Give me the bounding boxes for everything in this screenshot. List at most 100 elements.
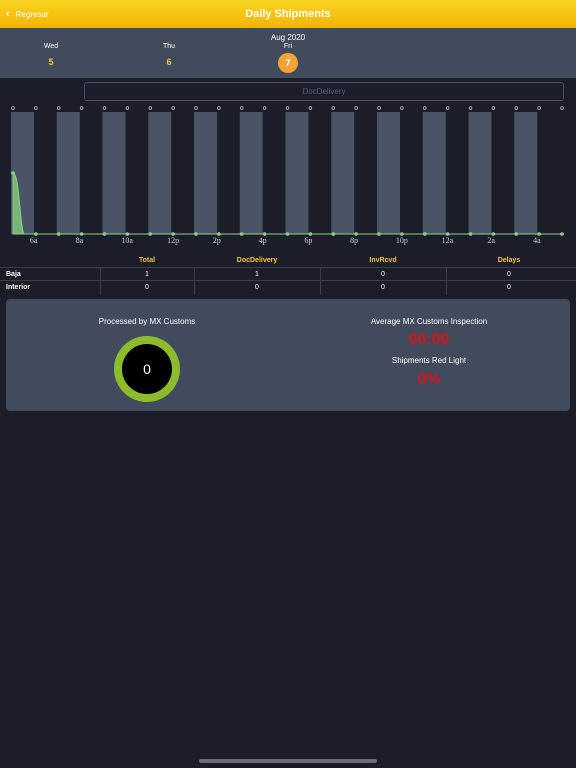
column-divider bbox=[446, 267, 447, 295]
x-tick-label: 2p bbox=[213, 236, 221, 245]
chart-point bbox=[400, 232, 404, 236]
cell-delays: 0 bbox=[507, 271, 511, 278]
back-label: Regresar bbox=[15, 9, 49, 19]
date-selector: Aug 2020 Wed 5 Thu 6 Fri 7 bbox=[0, 28, 576, 78]
processed-donut: 0 bbox=[114, 336, 180, 402]
chart-marker bbox=[308, 106, 313, 110]
nav-bar: ‹ Regresar Daily Shipments bbox=[0, 0, 576, 28]
chart-marker bbox=[194, 106, 198, 110]
chart-marker bbox=[79, 106, 84, 110]
chart-point bbox=[354, 232, 358, 236]
chart-point bbox=[34, 232, 38, 236]
home-indicator[interactable] bbox=[199, 759, 377, 763]
chart-bar bbox=[285, 112, 309, 234]
processed-label: Processed by MX Customs bbox=[98, 317, 196, 326]
page-title: Daily Shipments bbox=[245, 8, 331, 20]
chart-marker bbox=[331, 106, 336, 110]
x-tick-label: 6a bbox=[30, 236, 38, 245]
x-tick-label: 12a bbox=[442, 236, 454, 245]
x-tick-label: 6p bbox=[304, 236, 312, 245]
chart-point bbox=[445, 232, 450, 236]
row-label: Baja bbox=[6, 271, 21, 278]
chart-marker bbox=[240, 106, 244, 110]
chart-point bbox=[422, 232, 427, 236]
header-docdelivery: DocDelivery bbox=[236, 257, 278, 264]
chart-point bbox=[11, 171, 15, 175]
day-number: 5 bbox=[48, 57, 54, 67]
day-name: Fri bbox=[283, 43, 293, 50]
red-light-value: 0% bbox=[417, 371, 441, 388]
chart-marker bbox=[491, 106, 496, 110]
customs-summary-panel: Processed by MX Customs 0 Average MX Cus… bbox=[6, 299, 570, 411]
chart-marker bbox=[125, 106, 130, 110]
chart-point bbox=[171, 232, 175, 236]
chart-point bbox=[102, 232, 107, 236]
header-delays: Delays bbox=[497, 257, 521, 264]
chart-marker bbox=[560, 106, 564, 110]
chart-marker bbox=[102, 106, 107, 110]
chart-marker bbox=[468, 106, 473, 110]
x-tick-label: 8p bbox=[350, 236, 358, 245]
chart-point bbox=[491, 232, 496, 236]
cell-delays: 0 bbox=[507, 284, 511, 291]
column-divider bbox=[320, 267, 321, 295]
chart-marker bbox=[217, 106, 221, 110]
column-divider bbox=[100, 267, 101, 295]
table-header: Total DocDelivery InvRcvd Delays bbox=[0, 254, 576, 267]
chart-bar bbox=[148, 112, 172, 234]
cell-docdelivery: 1 bbox=[255, 271, 259, 278]
chart-marker bbox=[423, 106, 427, 110]
chart-marker bbox=[56, 106, 61, 110]
column-divider bbox=[194, 267, 195, 295]
day-fri[interactable]: Fri 7 bbox=[268, 42, 308, 73]
chart-marker bbox=[171, 106, 175, 110]
chart-point bbox=[194, 232, 198, 236]
cell-total: 0 bbox=[145, 284, 149, 291]
x-tick-label: 10p bbox=[396, 236, 408, 245]
chart-point bbox=[331, 232, 336, 236]
cell-docdelivery: 0 bbox=[255, 284, 259, 291]
chart-marker bbox=[400, 106, 404, 110]
chart-marker bbox=[148, 106, 153, 110]
chart-bar bbox=[331, 112, 355, 234]
x-tick-label: 4a bbox=[533, 236, 541, 245]
cell-invrcvd: 0 bbox=[381, 284, 385, 291]
chart-bar bbox=[468, 112, 492, 234]
chart-marker bbox=[514, 106, 518, 110]
x-tick-label: 10a bbox=[121, 236, 133, 245]
x-tick-label: 4p bbox=[259, 236, 267, 245]
chart-point bbox=[468, 232, 473, 236]
chart-bar bbox=[422, 112, 446, 234]
chart-marker bbox=[445, 106, 450, 110]
x-tick-label: 2a bbox=[487, 236, 495, 245]
chart-bar bbox=[239, 112, 263, 234]
day-name: Wed bbox=[43, 43, 59, 50]
chart-point bbox=[125, 232, 130, 236]
chart-bar bbox=[514, 112, 538, 234]
day-thu[interactable]: Thu 6 bbox=[149, 42, 189, 67]
chart-bar bbox=[377, 112, 400, 234]
chart-point bbox=[537, 232, 541, 236]
chart-bar bbox=[56, 112, 80, 234]
x-tick-label: 12p bbox=[167, 236, 179, 245]
chart-point bbox=[79, 232, 84, 236]
back-button[interactable]: ‹ Regresar bbox=[6, 0, 49, 28]
shipments-chart: 6a 8a 10a 12p 2p 4p 6p 8p 10p 12a 2a 4a bbox=[11, 106, 564, 245]
x-tick-label: 8a bbox=[76, 236, 84, 245]
header-total: Total bbox=[138, 257, 156, 264]
row-label: Interior bbox=[6, 284, 31, 291]
chart-bar bbox=[102, 112, 126, 234]
table-row: Baja 1 1 0 0 bbox=[0, 267, 576, 280]
inspection-label: Average MX Customs Inspection bbox=[370, 317, 488, 326]
chart-bar bbox=[194, 112, 217, 234]
chart-marker bbox=[537, 106, 541, 110]
chart-point bbox=[285, 232, 290, 236]
chart-marker bbox=[354, 106, 358, 110]
chart-point bbox=[217, 232, 221, 236]
chart-point bbox=[56, 232, 61, 236]
day-wed[interactable]: Wed 5 bbox=[31, 42, 71, 67]
table-row: Interior 0 0 0 0 bbox=[0, 280, 576, 293]
cell-total: 1 bbox=[145, 271, 149, 278]
chart-point bbox=[148, 232, 153, 236]
chart-marker bbox=[285, 106, 290, 110]
